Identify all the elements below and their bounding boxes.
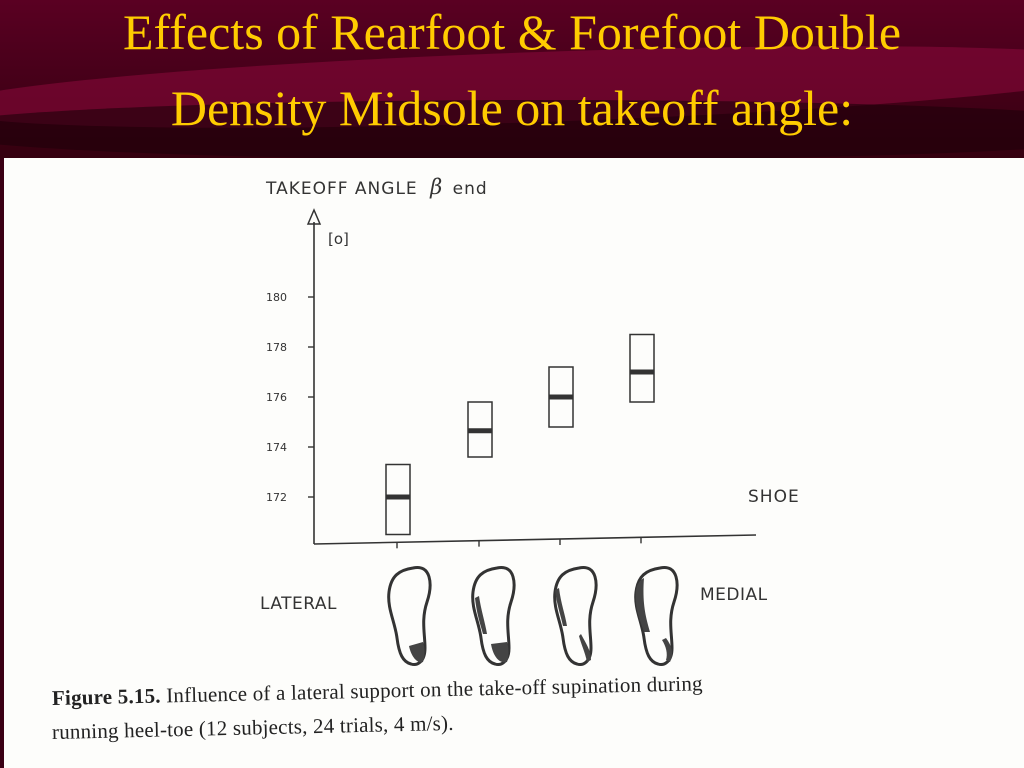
shoe-icon-2 — [471, 566, 516, 666]
category-label-lateral: LATERAL — [260, 594, 337, 614]
x-axis-line — [313, 534, 757, 545]
y-tick-label: 176 — [266, 391, 287, 404]
box-range — [629, 333, 655, 403]
x-axis-label: SHOE — [748, 487, 800, 507]
y-axis-arrow-icon — [306, 208, 322, 225]
slide-title-line-2: Density Midsole on takeoff angle: — [170, 80, 854, 136]
takeoff-angle-chart: TAKEOFF ANGLE β end [o] SHOE 180 178 176 17… — [260, 175, 800, 666]
y-tick-label: 178 — [266, 341, 287, 354]
box-series — [385, 333, 655, 536]
y-axis-label: TAKEOFF ANGLE β end — [265, 175, 488, 199]
shoe-icon-3 — [553, 566, 598, 666]
y-axis-label-prefix: TAKEOFF ANGLE — [265, 179, 418, 199]
y-ticks: 180 178 176 174 172 — [266, 291, 314, 504]
category-label-medial: MEDIAL — [700, 585, 768, 605]
slide-header: Effects of Rearfoot & Forefoot Double De… — [0, 0, 1024, 158]
y-tick-label: 172 — [266, 491, 287, 504]
header-swoosh-shadow — [0, 100, 1024, 158]
slide-title-line-1: Effects of Rearfoot & Forefoot Double — [122, 4, 902, 60]
beta-symbol: β — [429, 175, 443, 199]
y-tick-label: 174 — [266, 441, 287, 454]
shoe-icon-1 — [387, 566, 432, 666]
y-tick-label: 180 — [266, 291, 287, 304]
y-axis-label-suffix: end — [453, 179, 488, 199]
figure-label: Figure 5.15. — [51, 683, 161, 710]
shoe-icon-4 — [634, 566, 679, 666]
figure-panel: TAKEOFF ANGLE β end [o] SHOE 180 178 176 17… — [4, 158, 1024, 768]
x-ticks — [396, 537, 642, 549]
left-border-strip — [0, 158, 4, 768]
y-axis-unit: [o] — [328, 230, 349, 248]
